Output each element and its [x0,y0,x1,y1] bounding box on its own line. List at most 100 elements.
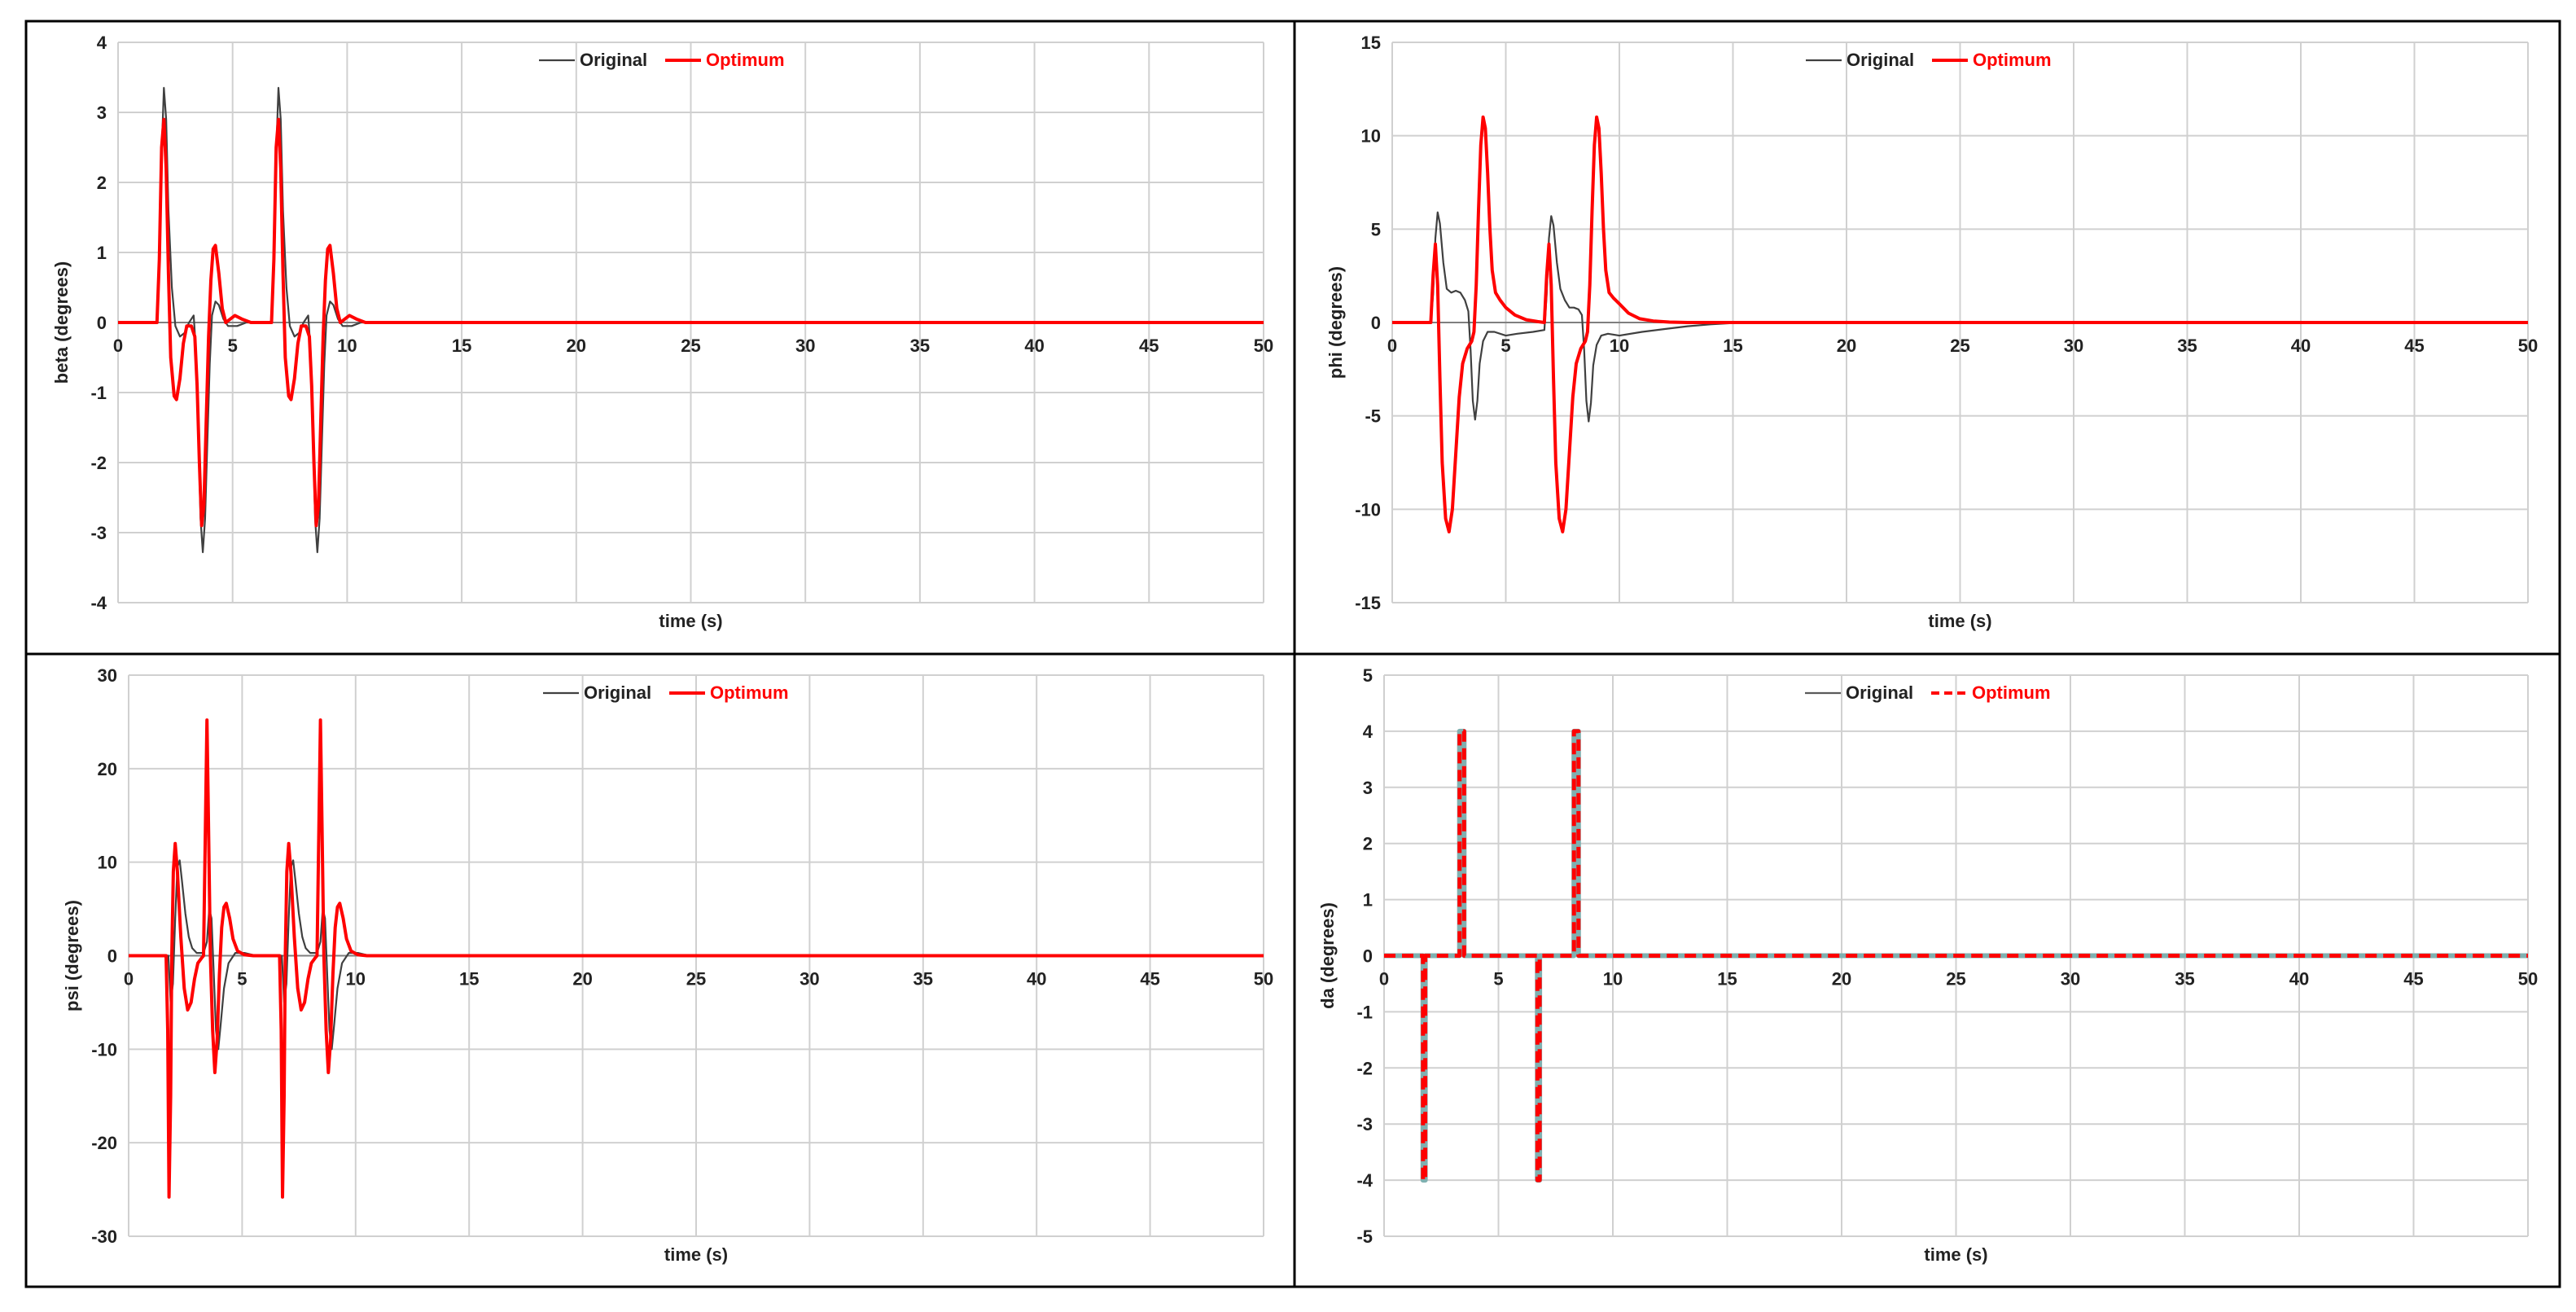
x-tick-label: 20 [1832,969,1851,989]
legend: Original Optimum [1806,50,2052,70]
y-axis-title: beta (degrees) [51,261,72,384]
y-tick-label: -10 [91,1039,117,1060]
y-tick-label: 0 [1371,313,1381,333]
y-axis-title: phi (degrees) [1325,266,1346,379]
x-tick-label: 30 [795,336,815,356]
chart-phi: -15 -10 -5 0 5 10 15 0 5 10 15 20 25 30 35 40 45 50 time (… [1325,33,2538,631]
y-tick-label: 4 [97,33,107,53]
y-tick-label: -2 [90,453,107,473]
x-tick-label: 10 [1610,336,1629,356]
y-axis-title: psi (degrees) [62,900,82,1011]
y-tick-label: 5 [1363,665,1373,686]
x-tick-label: 0 [124,969,134,989]
legend: Original Optimum [543,682,789,703]
y-tick-label: 1 [1363,890,1373,911]
legend-label-optimum: Optimum [710,682,789,703]
x-tick-label: 25 [1946,969,1965,989]
legend-label-original: Original [1847,50,1914,70]
x-tick-label: 5 [1493,969,1503,989]
x-axis-title: time (s) [1928,611,1991,631]
y-tick-label: -5 [1356,1226,1373,1247]
x-tick-label: 35 [910,336,930,356]
x-tick-label: 0 [1379,969,1389,989]
y-tick-label: -1 [90,383,107,403]
legend: Original Optimum [539,50,785,70]
x-tick-label: 20 [567,336,586,356]
y-tick-label: 0 [107,946,117,967]
y-tick-label: -3 [1356,1114,1373,1134]
x-tick-label: 30 [800,969,819,989]
x-tick-label: 35 [2177,336,2197,356]
y-axis-title: da (degrees) [1317,902,1338,1009]
y-tick-label: 1 [97,243,107,263]
x-tick-label: 30 [2061,969,2080,989]
y-tick-label: 2 [1363,834,1373,854]
series-line-optimum [1392,115,2528,533]
x-tick-label: 25 [681,336,700,356]
x-tick-label: 15 [452,336,471,356]
x-tick-label: 30 [2064,336,2083,356]
y-tick-label: 3 [1363,778,1373,798]
series-line-optimum [1384,729,2528,1183]
y-tick-label: -10 [1355,499,1381,520]
series-line-optimum [129,718,1264,1199]
x-tick-label: 45 [2403,969,2423,989]
x-tick-label: 10 [1603,969,1623,989]
legend-label-optimum: Optimum [1973,50,2052,70]
y-tick-label: 4 [1363,722,1373,742]
y-tick-label: 20 [98,759,117,779]
x-tick-label: 40 [2289,969,2309,989]
y-tick-label: -15 [1355,593,1381,613]
x-tick-label: 50 [2518,336,2538,356]
x-tick-label: 45 [1140,969,1159,989]
y-tick-label: -4 [1356,1170,1373,1191]
y-tick-label: 30 [98,665,117,686]
x-tick-label: 50 [2518,969,2538,989]
x-tick-label: 20 [572,969,592,989]
y-tick-label: -2 [1356,1058,1373,1078]
x-tick-label: 45 [1139,336,1159,356]
x-tick-label: 25 [686,969,706,989]
x-axis-title: time (s) [664,1244,728,1265]
y-tick-label: 10 [98,853,117,873]
legend-label-optimum: Optimum [1972,682,2051,703]
y-tick-label: -20 [91,1133,117,1153]
y-tick-label: 10 [1361,126,1381,147]
y-tick-label: 15 [1361,33,1381,53]
legend-label-optimum: Optimum [706,50,785,70]
y-tick-label: 0 [1363,946,1373,967]
x-tick-label: 35 [913,969,933,989]
legend-label-original: Original [584,682,651,703]
y-tick-label: -5 [1365,406,1381,427]
x-tick-label: 20 [1837,336,1856,356]
x-tick-label: 15 [1717,969,1737,989]
x-tick-label: 40 [1024,336,1044,356]
legend-label-original: Original [580,50,647,70]
x-tick-label: 5 [1500,336,1510,356]
x-tick-label: 10 [337,336,357,356]
x-tick-label: 10 [346,969,366,989]
y-tick-label: 2 [97,173,107,193]
x-tick-label: 50 [1254,336,1273,356]
x-tick-label: 15 [1723,336,1742,356]
x-tick-label: 40 [2291,336,2311,356]
y-tick-label: 3 [97,103,107,123]
x-axis-title: time (s) [659,611,722,631]
x-tick-label: 0 [1387,336,1397,356]
x-tick-label: 5 [228,336,238,356]
x-tick-label: 50 [1254,969,1273,989]
y-tick-label: 0 [97,313,107,333]
x-tick-label: 40 [1027,969,1046,989]
x-tick-label: 0 [113,336,123,356]
x-axis-title: time (s) [1924,1244,1987,1265]
y-tick-label: 5 [1371,219,1381,239]
y-tick-label: -30 [91,1226,117,1247]
y-tick-label: -4 [90,593,107,613]
legend-label-original: Original [1846,682,1913,703]
legend: Original Optimum [1805,682,2051,703]
y-tick-label: -3 [90,523,107,543]
